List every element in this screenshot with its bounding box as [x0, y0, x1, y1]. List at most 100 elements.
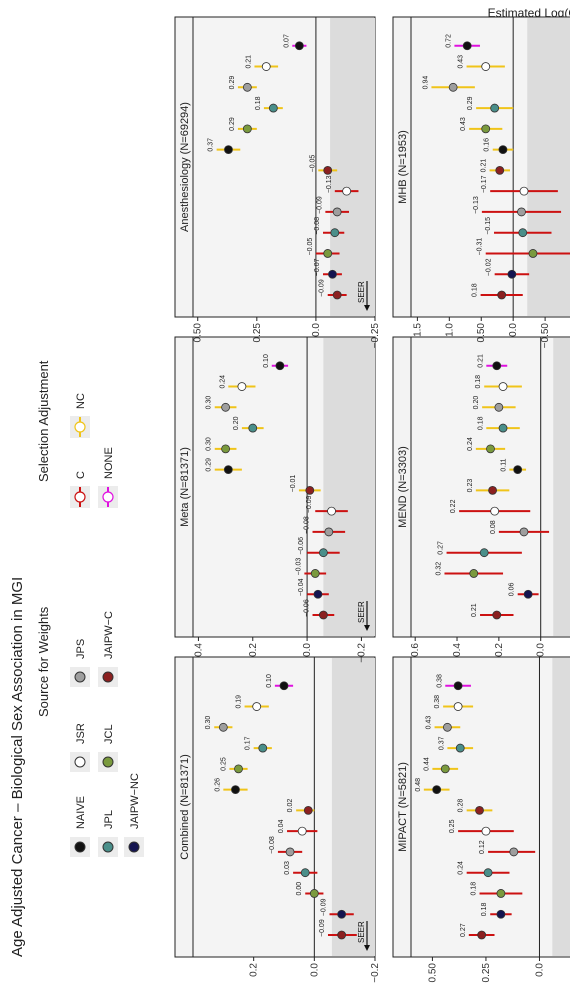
point-naive-none — [453, 681, 463, 691]
point-label: 0.25 — [449, 819, 456, 833]
point-jaipw-c-c — [318, 610, 328, 620]
point-jps-c — [285, 847, 295, 857]
point-jsr-c — [297, 826, 307, 836]
point-jps-nc — [218, 722, 228, 732]
point-label: 0.26 — [214, 778, 221, 792]
point-jpl-nc — [498, 423, 508, 433]
panel-1: Meta (N=81371) −0.2 0.0 0.2 0.4 SEER −0.06 −0.0… — [174, 336, 376, 663]
point-naive-nc — [513, 465, 523, 475]
point-label: 0.29 — [229, 117, 236, 131]
point-label: 0.21 — [245, 55, 252, 69]
point-jcl-c — [309, 889, 319, 898]
y-tick-label: 0.4 — [452, 643, 463, 657]
point-naive-none — [492, 361, 502, 371]
point-jpl-nc — [248, 423, 258, 433]
legend-label-none: NONE — [103, 447, 115, 479]
point-label: −0.05 — [307, 238, 314, 256]
point-jps-nc — [221, 402, 230, 412]
y-tick-label: 1.5 — [412, 323, 423, 337]
legend: Source for Weights Selection Adjustment … — [36, 360, 144, 857]
point-jps-c — [519, 527, 529, 537]
legend-marker-jps — [74, 671, 86, 683]
point-label: 0.16 — [484, 138, 491, 152]
point-jsr-c — [342, 186, 352, 196]
point-jps-nc — [448, 82, 458, 92]
point-jcl-nc — [481, 124, 491, 134]
point-label: −0.06 — [304, 599, 311, 617]
point-label: 0.20 — [473, 396, 480, 410]
seer-arrow-head — [364, 305, 370, 311]
point-naive-none — [275, 361, 285, 371]
point-label: 0.94 — [422, 76, 429, 90]
point-label: 0.44 — [423, 757, 430, 771]
point-label: 0.29 — [467, 96, 474, 110]
y-tick-label: 0.0 — [508, 323, 519, 337]
y-tick-label: 0.0 — [309, 963, 320, 977]
legend-label-jaipw-c: JAIPW−C — [103, 611, 115, 659]
point-jaipw-c-nc — [303, 805, 313, 815]
point-label: 0.23 — [467, 479, 474, 493]
point-label: 0.37 — [208, 138, 215, 152]
point-label: 0.24 — [458, 861, 465, 875]
point-jpl-nc — [490, 103, 500, 113]
point-label: −0.04 — [298, 578, 305, 596]
legend-marker-jaipw-nc — [128, 841, 140, 853]
point-label: 0.43 — [426, 716, 433, 730]
point-jsr-nc — [481, 62, 491, 71]
legend-label-nc: NC — [75, 393, 87, 409]
legend-marker-jaipw-c — [102, 671, 114, 683]
point-jpl-c — [518, 228, 528, 238]
y-tick-label: 0.2 — [248, 643, 259, 657]
point-jaipw-c-nc — [488, 485, 497, 495]
point-label: 0.11 — [500, 458, 507, 471]
legend-label-jsr: JSR — [75, 723, 87, 744]
seer-band — [330, 18, 376, 316]
y-tick-label: 0.25 — [481, 963, 492, 983]
point-label: 0.19 — [236, 695, 243, 709]
point-label: 0.22 — [450, 499, 457, 513]
point-label: 0.08 — [490, 520, 497, 534]
point-label: 0.24 — [219, 375, 226, 389]
point-naive-none — [294, 41, 304, 51]
panel-0: Combined (N=81371) −0.2 0.0 0.2 SEER −0.09 −0.… — [174, 656, 381, 983]
seer-band — [553, 338, 570, 636]
point-jps-c — [509, 847, 519, 857]
y-tick-label: 0.2 — [494, 643, 505, 657]
point-jps-nc — [442, 722, 452, 732]
point-label: 0.25 — [220, 757, 227, 771]
point-jsr-nc — [237, 382, 247, 391]
legend-marker-naive — [74, 841, 86, 853]
y-tick-label: −0.2 — [356, 643, 367, 663]
legend-marker-none — [102, 491, 114, 503]
point-jcl-c — [496, 889, 506, 898]
panel-plot-area — [410, 656, 570, 958]
point-jcl-nc — [234, 764, 243, 774]
point-jaipw-nc-c — [523, 589, 533, 599]
point-label: −0.06 — [298, 537, 305, 555]
y-tick-label: 1.0 — [444, 323, 455, 337]
legend-label-naive: NAIVE — [75, 796, 87, 829]
point-jsr-c — [481, 826, 491, 836]
point-label: 0.48 — [415, 778, 422, 792]
point-jaipw-nc-c — [496, 909, 506, 919]
point-label: −0.08 — [269, 836, 276, 854]
point-label: 0.43 — [458, 55, 465, 69]
point-label: −0.08 — [314, 217, 321, 235]
point-jsr-nc — [453, 702, 463, 711]
seer-arrow-head — [364, 945, 370, 951]
point-label: −0.09 — [316, 196, 323, 214]
legend-marker-nc — [74, 421, 86, 433]
point-jaipw-c-c — [492, 610, 502, 620]
point-label: −0.02 — [486, 258, 493, 276]
point-label: 0.21 — [471, 603, 478, 617]
point-label: −0.01 — [290, 475, 297, 493]
y-tick-label: 0.0 — [302, 643, 313, 657]
point-label: −0.15 — [485, 217, 492, 235]
point-label: 0.03 — [284, 861, 291, 875]
point-label: 0.30 — [206, 396, 213, 410]
point-jsr-c — [519, 186, 529, 196]
y-tick-label: 0.0 — [536, 643, 547, 657]
point-jcl-c — [528, 249, 538, 258]
point-label: 0.27 — [438, 541, 445, 555]
y-tick-label: 0.0 — [311, 323, 322, 337]
